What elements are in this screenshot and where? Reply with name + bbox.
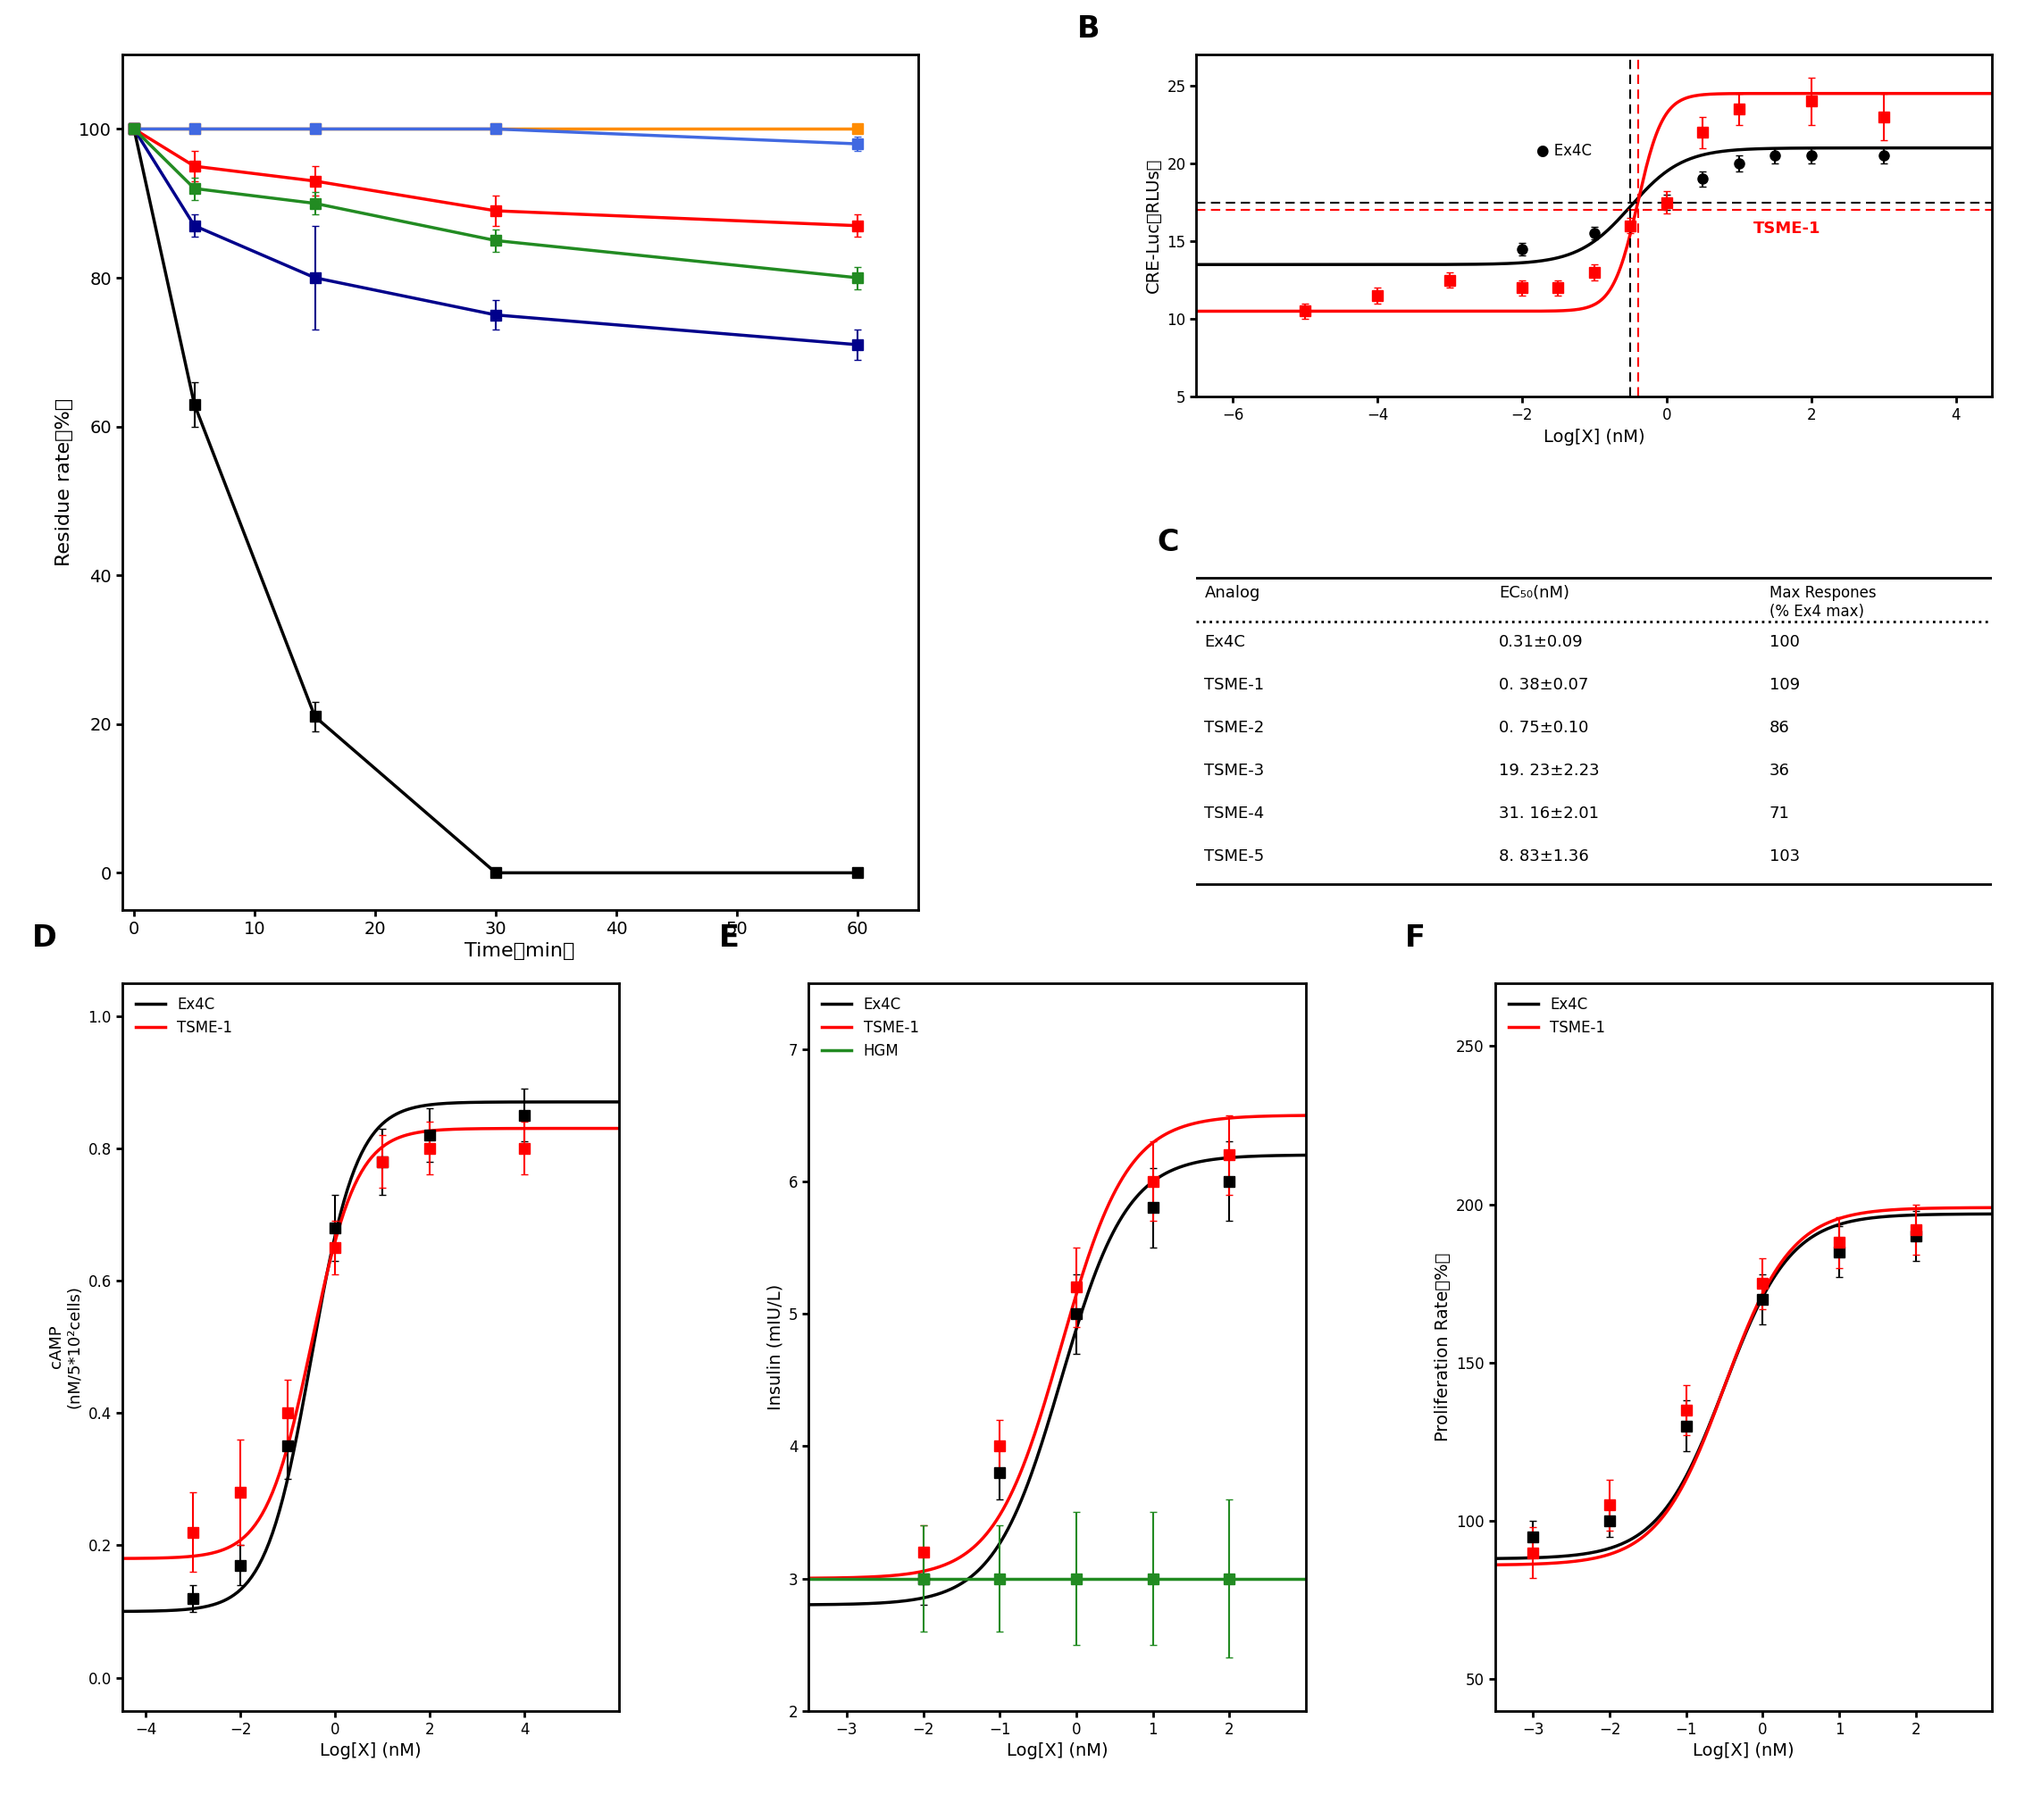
- Text: TSME-3: TSME-3: [1204, 763, 1265, 779]
- Y-axis label: cAMP
(nM/5*10²cells): cAMP (nM/5*10²cells): [49, 1285, 83, 1409]
- Text: 103: 103: [1769, 848, 1799, 864]
- Text: 0.31±0.09: 0.31±0.09: [1498, 633, 1584, 650]
- Text: 86: 86: [1769, 719, 1789, 735]
- Text: Max Respones
(% Ex4 max): Max Respones (% Ex4 max): [1769, 584, 1876, 619]
- Text: ● Ex4C: ● Ex4C: [1537, 144, 1592, 160]
- Text: 31. 16±2.01: 31. 16±2.01: [1498, 804, 1598, 821]
- Text: TSME-5: TSME-5: [1204, 848, 1265, 864]
- Text: TSME-1: TSME-1: [1204, 677, 1265, 693]
- X-axis label: Log[X] (nM): Log[X] (nM): [319, 1742, 421, 1760]
- Text: 19. 23±2.23: 19. 23±2.23: [1498, 763, 1600, 779]
- Legend: Ex4C, TSME-1, HGM: Ex4C, TSME-1, HGM: [815, 990, 925, 1065]
- Text: 100: 100: [1769, 633, 1799, 650]
- Text: E: E: [720, 923, 740, 952]
- Text: D: D: [33, 923, 57, 952]
- Text: Ex4C: Ex4C: [1204, 633, 1246, 650]
- Text: 0. 38±0.07: 0. 38±0.07: [1498, 677, 1588, 693]
- X-axis label: Log[X] (nM): Log[X] (nM): [1543, 428, 1645, 446]
- Legend: Ex4C, TSME-1: Ex4C, TSME-1: [1502, 990, 1612, 1041]
- Text: TSME-2: TSME-2: [1204, 719, 1265, 735]
- Y-axis label: Proliferation Rate（%）: Proliferation Rate（%）: [1433, 1252, 1452, 1441]
- X-axis label: Log[X] (nM): Log[X] (nM): [1693, 1742, 1795, 1760]
- Text: 109: 109: [1769, 677, 1799, 693]
- Text: TSME-1: TSME-1: [1754, 220, 1822, 237]
- Text: EC₅₀(nM): EC₅₀(nM): [1498, 584, 1569, 601]
- Y-axis label: Residue rate（%）: Residue rate（%）: [55, 399, 73, 566]
- Text: Analog: Analog: [1204, 584, 1260, 601]
- X-axis label: Log[X] (nM): Log[X] (nM): [1006, 1742, 1108, 1760]
- X-axis label: Time（min）: Time（min）: [466, 943, 575, 961]
- Text: TSME-4: TSME-4: [1204, 804, 1265, 821]
- Legend: Ex4C, TSME-1: Ex4C, TSME-1: [130, 990, 238, 1041]
- Y-axis label: Insulin (mIU/L): Insulin (mIU/L): [766, 1283, 783, 1410]
- Text: 8. 83±1.36: 8. 83±1.36: [1498, 848, 1590, 864]
- Y-axis label: CRE-Luc（RLUs）: CRE-Luc（RLUs）: [1145, 158, 1163, 293]
- Text: 71: 71: [1769, 804, 1789, 821]
- Text: 0. 75±0.10: 0. 75±0.10: [1498, 719, 1588, 735]
- Text: B: B: [1077, 15, 1100, 44]
- Text: C: C: [1157, 528, 1179, 557]
- Text: 36: 36: [1769, 763, 1789, 779]
- Text: F: F: [1405, 923, 1425, 952]
